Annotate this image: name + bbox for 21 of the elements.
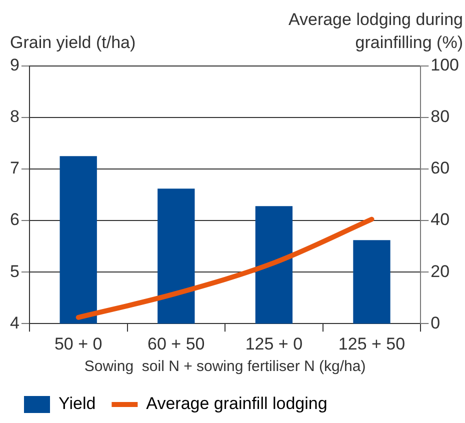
x-tick-label: 50 + 0	[54, 334, 102, 354]
y2-axis-title: Average lodging during grainfilling (%)	[287, 9, 463, 54]
y-tick-label: 5	[10, 262, 20, 281]
y2-tick-label: 20	[430, 262, 450, 281]
x-tick-label: 125 + 0	[245, 334, 303, 354]
x-tick-label: 125 + 50	[338, 334, 406, 354]
y-axis-title: Grain yield (t/ha)	[10, 33, 136, 53]
y-tick-label: 9	[10, 56, 20, 75]
legend-label: Yield	[58, 394, 96, 414]
y-tick-label: 8	[10, 107, 20, 126]
y2-tick-label: 60	[430, 158, 450, 178]
y2-tick-label: 0	[430, 313, 440, 332]
x-axis-title: Sowing soil N + sowing fertiliser N (kg/ha)	[84, 358, 366, 376]
y-tick-label: 4	[10, 313, 20, 332]
x-tick-label: 60 + 50	[148, 334, 205, 354]
y-tick-label: 6	[10, 210, 20, 230]
y2-tick-label: 100	[430, 56, 460, 75]
legend-label: Average grainfill lodging	[146, 394, 328, 414]
y2-tick-label: 80	[430, 107, 450, 126]
y2-tick-label: 40	[430, 210, 450, 230]
y-tick-label: 7	[10, 158, 20, 178]
